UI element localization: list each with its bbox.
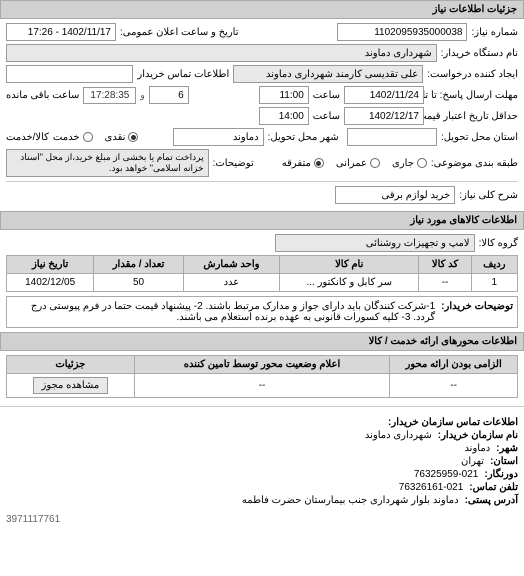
th-code: کد کالا: [419, 256, 471, 274]
label-buyer-contact-info: اطلاعات تماس خریدار: [137, 69, 229, 80]
field-announce-dt: 1402/11/17 - 17:26: [6, 23, 116, 41]
label-requester: ایجاد کننده درخواست:: [427, 69, 518, 80]
radio-dev[interactable]: [370, 158, 380, 168]
th-unit: واحد شمارش: [183, 256, 279, 274]
axis-table: الزامی بودن ارائه محور اعلام وضعیت محور …: [6, 355, 518, 398]
section-goods-info: اطلاعات کالاهای مورد نیاز: [0, 211, 524, 230]
field-buyer-contact-info: [6, 65, 133, 83]
label-city: شهر:: [496, 443, 518, 454]
label-state: استان:: [490, 456, 518, 467]
th-date: تاریخ نیاز: [7, 256, 94, 274]
label-delivery-city: شهر محل تحویل:: [268, 132, 339, 143]
th-row: ردیف: [471, 256, 517, 274]
label-org-name: نام سازمان خریدار:: [438, 430, 518, 441]
th-supplier-status: اعلام وضعیت محور توسط تامین کننده: [134, 356, 390, 374]
label-desc: توضیحات:: [213, 158, 254, 169]
field-delivery-city: دماوند: [173, 128, 263, 146]
field-remaining-days: 6: [149, 86, 189, 104]
section-buyer-contact: اطلاعات تماس سازمان خریدار:: [388, 417, 518, 428]
label-time2: ساعت: [313, 111, 340, 122]
label-announce-dt: تاریخ و ساعت اعلان عمومی:: [120, 27, 239, 38]
val-postal: دماوند بلوار شهرداری جنب بیمارستان حضرت …: [242, 495, 459, 506]
buyer-notes-box: توضیحات خریدار: 1-شرکت کنندگان باید دارا…: [6, 296, 518, 328]
budget-group: جاری عمرانی متفرقه: [282, 158, 427, 169]
field-delivery-state: [347, 128, 437, 146]
val-city: دماوند: [464, 443, 490, 454]
field-buyer-device: شهرداری دماوند: [6, 44, 437, 62]
radio-current[interactable]: [417, 158, 427, 168]
section-need-info: جزئیات اطلاعات نیاز: [0, 0, 524, 19]
label-delivery-state: استان محل تحویل:: [441, 132, 518, 143]
label-need-title: شرح کلی نیاز:: [459, 190, 518, 201]
goods-table: ردیف کد کالا نام کالا واحد شمارش تعداد /…: [6, 255, 518, 292]
footer-number: 3971117761: [0, 512, 524, 527]
field-reply-date: 1402/11/24: [344, 86, 424, 104]
val-tel: 76326161-021: [399, 482, 464, 493]
label-tel: تلفن تماس:: [469, 482, 518, 493]
label-postal: آدرس پستی:: [465, 495, 518, 506]
section-service-axes: اطلاعات محورهای ارائه خدمت / کالا: [0, 332, 524, 351]
label-cash-credit: کالا/خدمت: [6, 132, 49, 143]
field-request-no: 1102095935000038: [337, 23, 467, 41]
field-requester: علی تقدیسی کارمند شهرداری دماوند: [233, 65, 423, 83]
th-details: جزئیات: [7, 356, 135, 374]
th-mandatory: الزامی بودن ارائه محور: [390, 356, 518, 374]
label-buyer-device: نام دستگاه خریدار:: [441, 48, 518, 59]
countdown-timer: 17:28:35: [83, 87, 136, 104]
field-min-valid-date: 1402/12/17: [344, 107, 424, 125]
radio-service[interactable]: [83, 132, 93, 142]
field-desc: پرداخت تمام یا بخشی از مبلغ خرید،از محل …: [6, 149, 209, 177]
view-license-button[interactable]: مشاهده مجوز: [33, 377, 109, 394]
label-buyer-notes: توضیحات خریدار:: [435, 301, 513, 323]
radio-cash[interactable]: [128, 132, 138, 142]
val-state: تهران: [461, 456, 484, 467]
field-goods-group: لامپ و تجهیزات روشنائی: [275, 234, 475, 252]
val-org-name: شهرداری دماوند: [365, 430, 432, 441]
label-reply-deadline: مهلت ارسال پاسخ: تا تاریخ:: [428, 90, 518, 101]
field-reply-time: 11:00: [259, 86, 309, 104]
field-min-valid-time: 14:00: [259, 107, 309, 125]
table-row: 1 -- سر کابل و کانکتور ... عدد 50 1402/1…: [7, 274, 518, 292]
label-goods-group: گروه کالا:: [479, 238, 518, 249]
label-budget-type: طبقه بندی موضوعی:: [431, 158, 518, 169]
label-time1: ساعت: [313, 90, 340, 101]
th-name: نام کالا: [279, 256, 419, 274]
label-request-no: شماره نیاز:: [471, 27, 518, 38]
cash-credit-group: نقدی خدمت: [53, 132, 139, 143]
table-row: -- -- مشاهده مجوز: [7, 374, 518, 398]
label-phone: دورنگار:: [484, 469, 518, 480]
val-phone: 76325959-021: [414, 469, 479, 480]
th-qty: تعداد / مقدار: [94, 256, 184, 274]
radio-misc[interactable]: [314, 158, 324, 168]
buyer-notes-text: 1-شرکت کنندگان باید دارای جواز و مدارک م…: [11, 301, 435, 323]
label-min-valid: حداقل تاریخ اعتبار قیمت: تا تاریخ:: [428, 111, 518, 122]
label-remaining: ساعت باقی مانده: [6, 90, 79, 101]
field-need-title: خرید لوازم برقی: [335, 186, 455, 204]
